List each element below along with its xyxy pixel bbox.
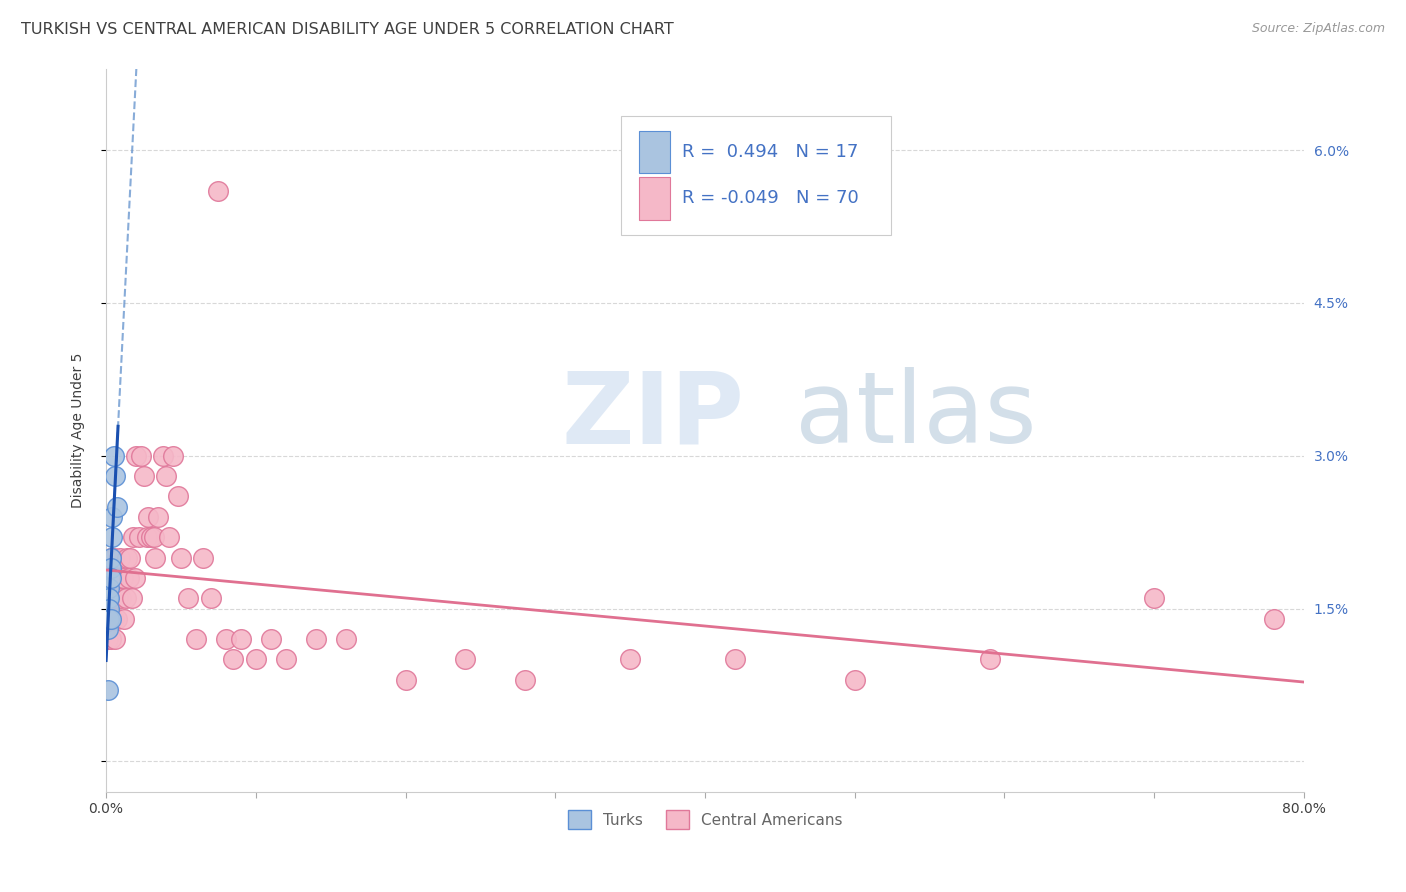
- Point: [98, 581, 121, 595]
- Point: [104, 591, 127, 606]
- Point: [394, 673, 416, 687]
- Point: [155, 469, 177, 483]
- Point: [100, 550, 122, 565]
- Point: [1143, 591, 1166, 606]
- Point: [103, 612, 125, 626]
- Point: [100, 561, 122, 575]
- Point: [97, 591, 120, 606]
- Point: [125, 449, 148, 463]
- Point: [844, 673, 866, 687]
- Point: [98, 591, 121, 606]
- Point: [200, 591, 222, 606]
- Point: [193, 550, 215, 565]
- Point: [98, 612, 121, 626]
- Point: [152, 449, 174, 463]
- Point: [184, 632, 207, 647]
- Point: [122, 530, 145, 544]
- Point: [162, 449, 184, 463]
- Point: [108, 550, 131, 565]
- Point: [111, 571, 134, 585]
- Point: [1263, 612, 1285, 626]
- Point: [124, 571, 146, 585]
- Point: [100, 612, 122, 626]
- Point: [117, 571, 139, 585]
- Point: [101, 571, 124, 585]
- Point: [103, 550, 125, 565]
- Point: [136, 509, 159, 524]
- Point: [100, 571, 122, 585]
- Point: [105, 500, 128, 514]
- Text: R =  0.494   N = 17: R = 0.494 N = 17: [682, 143, 859, 161]
- Point: [335, 632, 357, 647]
- Point: [148, 509, 170, 524]
- Point: [177, 591, 200, 606]
- Point: [145, 550, 167, 565]
- Point: [114, 591, 136, 606]
- Point: [103, 449, 125, 463]
- Text: TURKISH VS CENTRAL AMERICAN DISABILITY AGE UNDER 5 CORRELATION CHART: TURKISH VS CENTRAL AMERICAN DISABILITY A…: [21, 22, 673, 37]
- Point: [98, 571, 121, 585]
- Point: [97, 683, 120, 698]
- Point: [129, 449, 152, 463]
- Point: [100, 571, 122, 585]
- Point: [135, 530, 157, 544]
- Point: [100, 550, 122, 565]
- Point: [167, 490, 190, 504]
- Point: [101, 530, 124, 544]
- Text: ZIP: ZIP: [561, 368, 744, 464]
- Point: [98, 612, 121, 626]
- Point: [222, 652, 245, 666]
- Point: [215, 632, 238, 647]
- Text: atlas: atlas: [794, 368, 1036, 464]
- Point: [229, 632, 252, 647]
- Point: [101, 509, 124, 524]
- Point: [132, 469, 155, 483]
- FancyBboxPatch shape: [640, 131, 671, 173]
- Point: [97, 622, 120, 636]
- Text: R = -0.049   N = 70: R = -0.049 N = 70: [682, 189, 859, 207]
- Point: [100, 632, 122, 647]
- Point: [100, 612, 122, 626]
- Point: [107, 591, 129, 606]
- Point: [98, 591, 121, 606]
- Point: [115, 550, 138, 565]
- FancyBboxPatch shape: [640, 177, 671, 219]
- Point: [979, 652, 1001, 666]
- Point: [305, 632, 328, 647]
- Point: [104, 632, 127, 647]
- Legend: Turks, Central Americans: Turks, Central Americans: [561, 804, 848, 835]
- Point: [104, 469, 127, 483]
- Point: [103, 571, 125, 585]
- Point: [112, 612, 135, 626]
- Point: [97, 612, 120, 626]
- Point: [207, 184, 229, 198]
- Point: [274, 652, 297, 666]
- Point: [170, 550, 193, 565]
- Point: [260, 632, 283, 647]
- Point: [98, 601, 121, 615]
- Point: [157, 530, 180, 544]
- Point: [101, 612, 124, 626]
- FancyBboxPatch shape: [621, 116, 890, 235]
- Point: [724, 652, 747, 666]
- Point: [105, 571, 128, 585]
- Point: [105, 612, 128, 626]
- Point: [118, 550, 141, 565]
- Text: Source: ZipAtlas.com: Source: ZipAtlas.com: [1251, 22, 1385, 36]
- Point: [139, 530, 162, 544]
- Point: [454, 652, 477, 666]
- Point: [121, 591, 143, 606]
- Point: [110, 591, 132, 606]
- Point: [143, 530, 166, 544]
- Point: [97, 591, 120, 606]
- Point: [128, 530, 150, 544]
- Point: [97, 612, 120, 626]
- Point: [101, 591, 124, 606]
- Point: [245, 652, 267, 666]
- Y-axis label: Disability Age Under 5: Disability Age Under 5: [72, 352, 86, 508]
- Point: [515, 673, 537, 687]
- Point: [619, 652, 641, 666]
- Point: [97, 632, 120, 647]
